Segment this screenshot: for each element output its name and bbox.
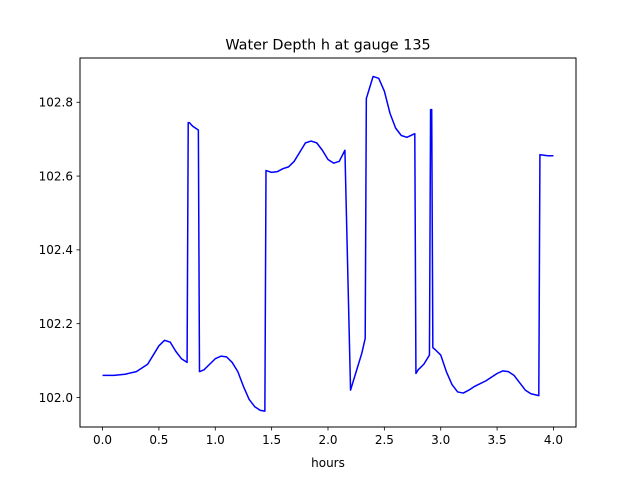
plot-frame <box>79 57 577 428</box>
x-axis-label: hours <box>311 456 345 470</box>
x-tick-label: 2.5 <box>375 433 394 447</box>
y-axis-ticks: 102.0 102.2 102.4 102.6 102.8 <box>39 96 80 405</box>
x-tick-label: 0.5 <box>149 433 168 447</box>
y-tick-label: 102.8 <box>39 96 73 110</box>
x-tick-label: 1.5 <box>262 433 281 447</box>
y-tick-label: 102.0 <box>39 391 73 405</box>
x-tick-label: 2.0 <box>318 433 337 447</box>
x-tick-label: 3.0 <box>431 433 450 447</box>
y-tick-label: 102.6 <box>39 169 73 183</box>
x-axis-ticks: 0.0 0.5 1.0 1.5 2.0 2.5 3.0 3.5 4.0 <box>93 427 563 447</box>
x-tick-label: 1.0 <box>206 433 225 447</box>
y-tick-label: 102.4 <box>39 243 73 257</box>
series-line-0 <box>102 75 554 412</box>
x-tick-label: 3.5 <box>488 433 507 447</box>
series-layer <box>102 75 554 412</box>
x-tick-label: 0.0 <box>93 433 112 447</box>
chart-title: Water Depth h at gauge 135 <box>225 38 430 54</box>
x-tick-label: 4.0 <box>544 433 563 447</box>
y-tick-label: 102.2 <box>39 317 73 331</box>
